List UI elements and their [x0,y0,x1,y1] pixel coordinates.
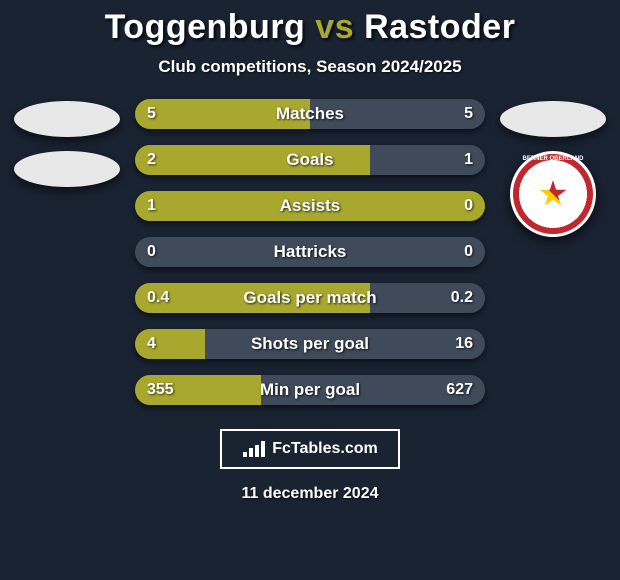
stat-right-value: 1 [464,151,473,169]
left-flag-icon [14,101,120,137]
stat-name: Min per goal [260,380,360,400]
stat-bars: 5 Matches 5 2 Goals 1 1 Assists 0 0 Hattricks 0 0.4 G… [135,99,485,405]
stat-right-value: 0.2 [451,289,473,307]
stat-right-value: 5 [464,105,473,123]
stat-left-value: 5 [147,105,156,123]
stat-labels: 5 Matches 5 [135,99,485,129]
left-club-placeholder-icon [14,151,120,187]
right-flag-icon [500,101,606,137]
chart-icon [242,440,266,458]
stat-row: 0.4 Goals per match 0.2 [135,283,485,313]
page-title: Toggenburg vs Rastoder [105,8,516,47]
stat-row: 4 Shots per goal 16 [135,329,485,359]
stat-row: 2 Goals 1 [135,145,485,175]
brand-text: FcTables.com [272,440,378,458]
title-vs: vs [315,8,354,46]
date-text: 11 december 2024 [242,485,379,503]
content-row: 5 Matches 5 2 Goals 1 1 Assists 0 0 Hattricks 0 0.4 G… [0,99,620,405]
stat-right-value: 0 [464,197,473,215]
stat-row: 355 Min per goal 627 [135,375,485,405]
stat-name: Assists [280,196,340,216]
stat-right-value: 627 [446,381,473,399]
stat-name: Shots per goal [251,334,369,354]
stat-left-value: 0 [147,243,156,261]
stat-left-value: 0.4 [147,289,169,307]
stat-row: 0 Hattricks 0 [135,237,485,267]
stat-labels: 0.4 Goals per match 0.2 [135,283,485,313]
club-ring-text: BERNER OBERLAND [522,156,583,162]
stat-labels: 0 Hattricks 0 [135,237,485,267]
stat-name: Matches [276,104,344,124]
stat-labels: 355 Min per goal 627 [135,375,485,405]
stat-row: 5 Matches 5 [135,99,485,129]
stat-row: 1 Assists 0 [135,191,485,221]
brand-badge: FcTables.com [220,429,400,469]
stat-right-value: 0 [464,243,473,261]
subtitle: Club competitions, Season 2024/2025 [158,57,461,77]
stat-left-value: 2 [147,151,156,169]
stat-right-value: 16 [455,335,473,353]
title-player2: Rastoder [364,8,515,46]
stat-left-value: 4 [147,335,156,353]
stat-name: Hattricks [274,242,347,262]
stat-left-value: 355 [147,381,174,399]
stat-left-value: 1 [147,197,156,215]
infographic-root: Toggenburg vs Rastoder Club competitions… [0,0,620,580]
stat-labels: 1 Assists 0 [135,191,485,221]
right-column: BERNER OBERLAND [493,99,613,237]
title-player1: Toggenburg [105,8,306,46]
stat-name: Goals [286,150,333,170]
stat-labels: 4 Shots per goal 16 [135,329,485,359]
right-club-logo-icon: BERNER OBERLAND [510,151,596,237]
stat-labels: 2 Goals 1 [135,145,485,175]
stat-name: Goals per match [243,288,376,308]
left-column [7,99,127,187]
